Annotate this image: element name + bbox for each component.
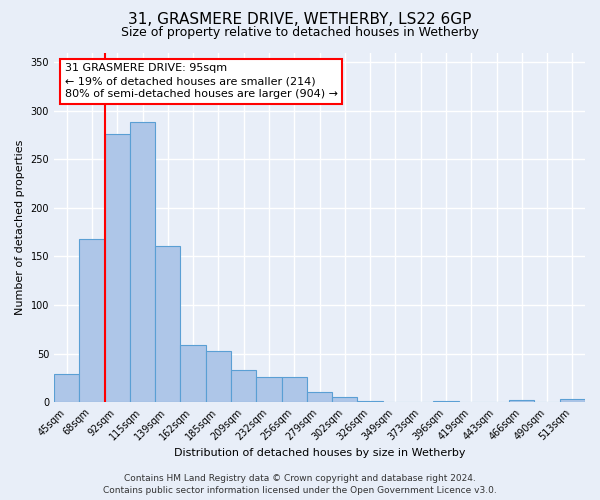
Text: Size of property relative to detached houses in Wetherby: Size of property relative to detached ho… [121,26,479,39]
Bar [281,377,307,402]
Text: 31 GRASMERE DRIVE: 95sqm
← 19% of detached houses are smaller (214)
80% of semi-: 31 GRASMERE DRIVE: 95sqm ← 19% of detach… [65,63,338,100]
Bar [54,374,79,402]
Text: 31, GRASMERE DRIVE, WETHERBY, LS22 6GP: 31, GRASMERE DRIVE, WETHERBY, LS22 6GP [128,12,472,28]
Bar [104,134,130,402]
X-axis label: Distribution of detached houses by size in Wetherby: Distribution of detached houses by size … [174,448,465,458]
Bar [256,377,281,402]
Bar [181,345,206,402]
Bar [130,122,155,402]
Bar [307,392,332,402]
Bar [155,246,181,402]
Bar [509,400,535,402]
Y-axis label: Number of detached properties: Number of detached properties [15,140,25,315]
Bar [358,401,383,402]
Bar [433,401,458,402]
Bar [206,350,231,402]
Bar [79,239,104,402]
Bar [231,370,256,402]
Text: Contains HM Land Registry data © Crown copyright and database right 2024.
Contai: Contains HM Land Registry data © Crown c… [103,474,497,495]
Bar [560,400,585,402]
Bar [332,398,358,402]
